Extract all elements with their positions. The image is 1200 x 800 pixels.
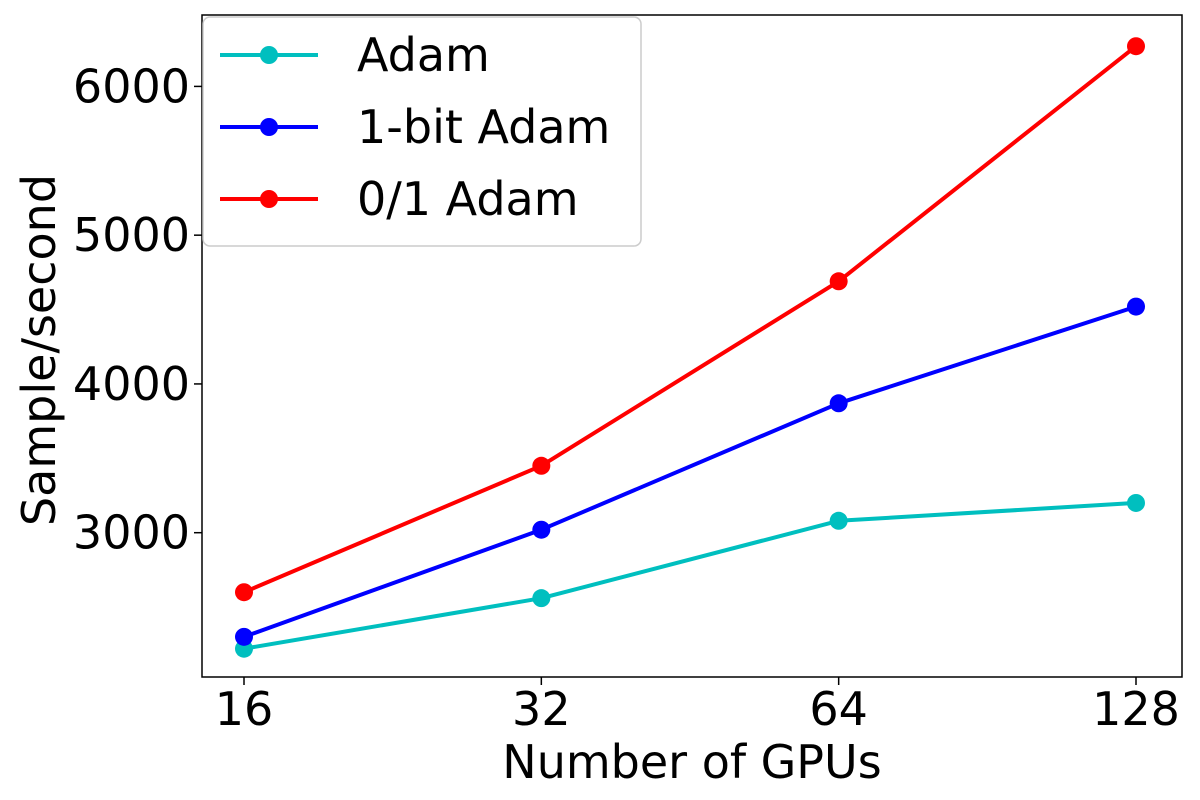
- y-tick-label: 5000: [73, 208, 190, 262]
- legend-marker: [260, 46, 278, 64]
- x-axis-label: Number of GPUs: [502, 735, 881, 789]
- data-point: [235, 583, 253, 602]
- legend-label: Adam: [357, 28, 490, 82]
- data-point: [1127, 37, 1145, 56]
- x-axis-ticks: 16 32 64 128: [215, 677, 1180, 736]
- y-tick-label: 3000: [73, 506, 190, 560]
- x-tick-label: 16: [215, 682, 274, 736]
- data-point: [829, 272, 848, 291]
- legend-frame: [202, 16, 642, 247]
- y-tick-label: 4000: [73, 357, 190, 411]
- data-point: [235, 627, 253, 646]
- data-point: [532, 520, 551, 539]
- y-tick-label: 6000: [73, 59, 190, 113]
- y-axis-label: Sample/second: [12, 174, 66, 526]
- series-line: [243, 500, 1137, 651]
- data-point: [829, 394, 848, 413]
- data-point: [1127, 297, 1145, 316]
- data-point: [532, 456, 551, 475]
- data-point: [829, 511, 848, 530]
- y-axis-ticks: 3000 4000 5000 6000: [73, 59, 202, 560]
- data-point: [532, 589, 551, 608]
- data-point: [1127, 493, 1145, 512]
- x-tick-label: 128: [1092, 682, 1180, 736]
- series-layer: [235, 37, 1145, 658]
- x-tick-label: 64: [809, 682, 868, 736]
- legend: Adam 1-bit Adam 0/1 Adam: [202, 16, 642, 247]
- x-tick-label: 32: [512, 682, 571, 736]
- legend-marker: [260, 190, 278, 208]
- legend-marker: [260, 118, 278, 136]
- legend-label: 0/1 Adam: [357, 172, 579, 226]
- series-line: [243, 44, 1138, 595]
- series-line: [243, 304, 1137, 639]
- plot-frame: [201, 14, 1183, 678]
- legend-label: 1-bit Adam: [357, 100, 610, 154]
